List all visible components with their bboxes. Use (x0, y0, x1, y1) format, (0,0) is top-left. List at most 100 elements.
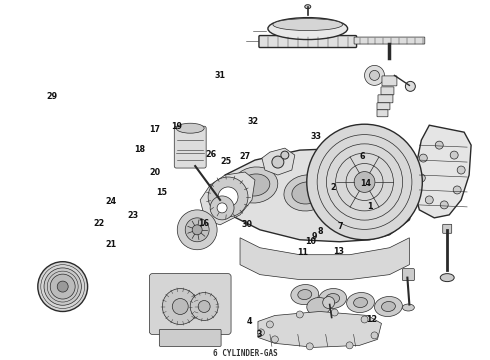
Circle shape (450, 151, 458, 159)
Text: 7: 7 (338, 222, 343, 231)
Ellipse shape (305, 5, 311, 9)
Circle shape (272, 156, 284, 168)
Text: 24: 24 (105, 197, 116, 206)
Polygon shape (240, 238, 409, 280)
Text: 16: 16 (198, 219, 209, 228)
Circle shape (371, 332, 378, 339)
Text: 13: 13 (333, 247, 344, 256)
Circle shape (354, 172, 375, 192)
Ellipse shape (402, 304, 415, 311)
Text: 10: 10 (305, 237, 317, 246)
Text: 2: 2 (330, 183, 336, 192)
Circle shape (346, 342, 353, 349)
Text: 12: 12 (367, 315, 377, 324)
Circle shape (185, 218, 209, 242)
Text: 1: 1 (367, 202, 372, 211)
Circle shape (369, 71, 379, 80)
Circle shape (361, 316, 368, 323)
Polygon shape (200, 172, 255, 225)
FancyBboxPatch shape (377, 103, 390, 110)
Circle shape (192, 225, 202, 235)
Text: 26: 26 (205, 150, 217, 159)
Circle shape (162, 289, 198, 324)
FancyBboxPatch shape (381, 87, 394, 95)
Ellipse shape (354, 297, 368, 307)
Text: 20: 20 (149, 168, 160, 177)
Text: 6: 6 (359, 152, 365, 161)
Ellipse shape (374, 297, 402, 316)
FancyBboxPatch shape (382, 76, 397, 86)
Circle shape (198, 301, 210, 312)
Ellipse shape (273, 19, 343, 31)
Ellipse shape (232, 167, 278, 203)
Text: 29: 29 (47, 92, 58, 101)
Text: 9: 9 (312, 232, 318, 241)
Circle shape (435, 141, 443, 149)
Circle shape (44, 268, 81, 305)
Text: 25: 25 (220, 157, 231, 166)
Circle shape (210, 196, 234, 220)
Ellipse shape (268, 18, 347, 40)
FancyBboxPatch shape (159, 329, 221, 346)
Circle shape (419, 154, 427, 162)
Circle shape (307, 124, 422, 240)
Circle shape (323, 297, 335, 309)
Circle shape (208, 177, 248, 217)
Ellipse shape (240, 174, 270, 196)
Circle shape (425, 196, 433, 204)
Circle shape (405, 81, 416, 91)
Circle shape (453, 186, 461, 194)
FancyBboxPatch shape (149, 274, 231, 334)
Text: 23: 23 (127, 211, 138, 220)
Text: 18: 18 (134, 145, 146, 154)
FancyBboxPatch shape (378, 95, 393, 103)
Circle shape (417, 174, 425, 182)
Ellipse shape (298, 289, 312, 300)
Text: 21: 21 (105, 240, 116, 249)
Polygon shape (262, 148, 295, 175)
Text: 31: 31 (214, 71, 225, 80)
Text: 3: 3 (257, 330, 262, 339)
Circle shape (57, 281, 68, 292)
Ellipse shape (318, 289, 346, 309)
Ellipse shape (307, 297, 331, 315)
Ellipse shape (284, 175, 330, 211)
Text: 14: 14 (361, 179, 371, 188)
Ellipse shape (326, 293, 340, 303)
FancyBboxPatch shape (402, 269, 415, 280)
Text: 33: 33 (310, 132, 321, 141)
Circle shape (331, 309, 338, 316)
Ellipse shape (176, 123, 204, 133)
Ellipse shape (440, 274, 454, 282)
Circle shape (217, 203, 227, 213)
Polygon shape (415, 125, 471, 218)
FancyBboxPatch shape (354, 37, 425, 44)
Text: 4: 4 (247, 317, 253, 326)
Circle shape (271, 336, 278, 343)
Polygon shape (210, 148, 417, 242)
Text: 11: 11 (297, 248, 308, 257)
Circle shape (257, 329, 265, 336)
Text: 27: 27 (240, 152, 250, 161)
Circle shape (190, 293, 218, 320)
Circle shape (365, 66, 385, 85)
Ellipse shape (346, 293, 374, 312)
Ellipse shape (382, 302, 395, 311)
Text: 22: 22 (93, 219, 104, 228)
Circle shape (457, 166, 465, 174)
Circle shape (267, 321, 273, 328)
Polygon shape (258, 311, 382, 347)
Circle shape (306, 343, 313, 350)
Circle shape (50, 274, 75, 299)
Text: 8: 8 (318, 228, 323, 237)
Circle shape (218, 187, 238, 207)
Ellipse shape (292, 182, 321, 204)
Text: 30: 30 (242, 220, 253, 229)
Text: 17: 17 (149, 125, 160, 134)
Text: 32: 32 (248, 117, 259, 126)
Circle shape (172, 298, 188, 315)
Text: 19: 19 (171, 122, 182, 131)
Circle shape (296, 311, 303, 318)
Circle shape (177, 210, 217, 250)
Circle shape (281, 151, 289, 159)
